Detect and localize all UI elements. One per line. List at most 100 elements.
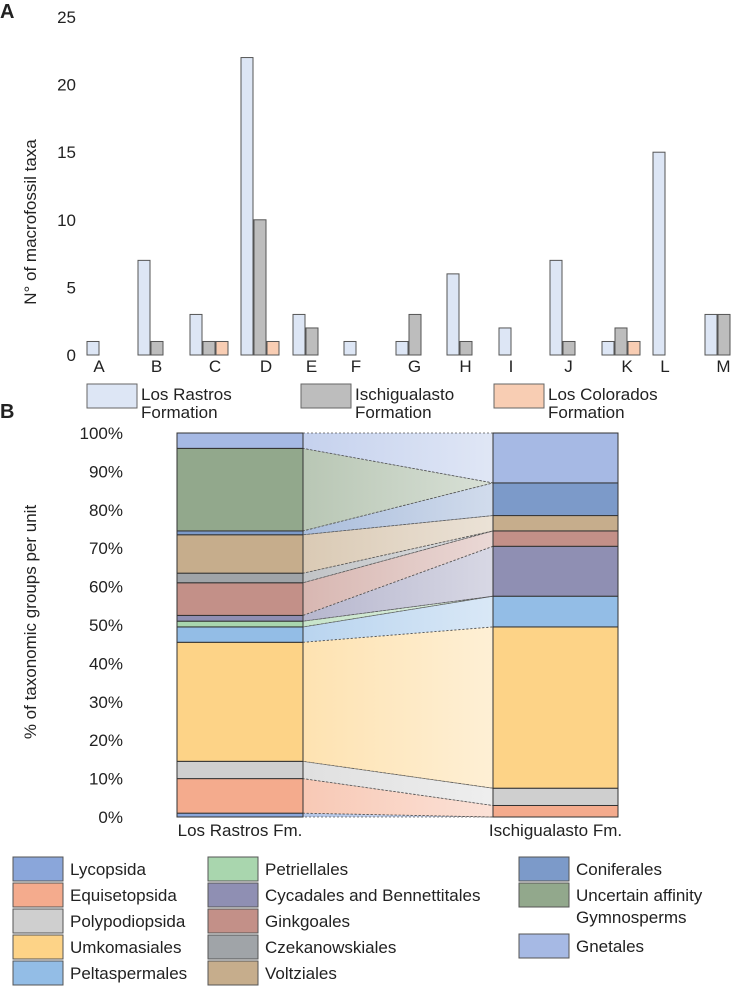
legend-label: Petriellales: [265, 860, 348, 879]
bar-A-los-rastros-formation: [86, 340, 100, 356]
legend-swatch-1: [86, 383, 138, 409]
bar-G-ischigualasto-formation: [408, 313, 422, 356]
panel-a-label: A: [0, 1, 14, 23]
legend-swatch-ginkgoales: [207, 908, 259, 934]
flow-band-gnetales: [302, 432, 494, 484]
panel-a-bar-chart: 0 5 10 15 20 25 A B C D E F G H I J K L M N° of macrofoss…: [21, 8, 731, 422]
segment-los-rastros-umkomasiales: [176, 641, 304, 762]
y-tick-label-b: 0%: [98, 808, 123, 827]
segment-los-rastros-equisetopsida: [176, 778, 304, 814]
legend-label: Voltziales: [265, 964, 337, 983]
bar-E-los-rastros-formation: [292, 313, 306, 356]
y-tick-label-b: 50%: [89, 616, 123, 635]
x-tick-label: M: [716, 357, 730, 376]
bar-M-los-rastros-formation: [704, 313, 718, 356]
legend-swatch-czekanowskiales: [207, 934, 259, 960]
y-tick-label: 0: [67, 346, 76, 365]
segment-los-rastros-cycadales-and-bennettitales: [176, 614, 304, 622]
legend-label: Lycopsida: [70, 860, 146, 879]
legend-swatch-petriellales: [207, 856, 259, 882]
bar-G-los-rastros-formation: [395, 340, 409, 356]
legend-label: Uncertain affinity: [576, 886, 703, 905]
x-tick-label: F: [351, 357, 361, 376]
segment-los-rastros-czekanowskiales: [176, 572, 304, 584]
legend-label-line2: Formation: [355, 403, 432, 422]
y-axis-label: N° of macrofossil taxa: [21, 139, 40, 305]
bar-labels: Los Rastros Fm. Ischigualasto Fm.: [178, 821, 622, 840]
panel-b-stacked-chart: 0% 10% 20% 30% 40% 50% 60% 70% 80% 90% 100% % of t…: [12, 424, 703, 986]
bar-J-los-rastros-formation: [549, 259, 563, 356]
bar-K-los-rastros-formation: [601, 340, 615, 356]
y-tick-label-b: 90%: [89, 462, 123, 481]
bar-label: Los Rastros Fm.: [178, 821, 303, 840]
legend-label-line2: Formation: [548, 403, 625, 422]
legend-label-line1: Los Rastros: [141, 385, 232, 404]
segment-ischigualasto-peltaspermales: [492, 595, 619, 628]
x-tick-label: G: [408, 357, 421, 376]
x-tick-label: J: [564, 357, 573, 376]
segment-ischigualasto-umkomasiales: [492, 626, 619, 789]
bar-label: Ischigualasto Fm.: [489, 821, 622, 840]
bar-L-los-rastros-formation: [652, 151, 666, 356]
segment-los-rastros-petriellales: [176, 620, 304, 628]
flow-band-petriellales: [302, 595, 494, 628]
bar-E-ischigualasto-formation: [305, 327, 319, 356]
y-tick-label-b: 40%: [89, 654, 123, 673]
segment-los-rastros-uncertain-affinity-gymnosperms: [176, 447, 304, 532]
x-tick-label: K: [621, 357, 633, 376]
legend-label: Cycadales and Bennettitales: [265, 886, 480, 905]
segment-ischigualasto-cycadales-and-bennettitales: [492, 545, 619, 597]
bar-D-ischigualasto-formation: [253, 219, 267, 356]
legend-label: Czekanowskiales: [265, 938, 396, 957]
x-tick-label: B: [151, 357, 162, 376]
y-tick-label-b: 60%: [89, 578, 123, 597]
x-tick-label: D: [260, 357, 272, 376]
segment-ischigualasto-ginkgoales: [492, 530, 619, 547]
y-tick-label: 5: [67, 278, 76, 297]
flow-bands: [302, 432, 494, 818]
y-tick-label-b: 30%: [89, 693, 123, 712]
segment-los-rastros-ginkgoales: [176, 582, 304, 616]
legend-label: Coniferales: [576, 860, 662, 879]
segment-ischigualasto-gnetales: [492, 432, 619, 484]
y-axis-label-b: % of taxonomic groups per unit: [21, 505, 40, 740]
segment-los-rastros-polypodiopsida: [176, 760, 304, 780]
legend-swatch-polypodiopsida: [12, 908, 64, 934]
bars: [86, 57, 731, 356]
x-tick-label: I: [509, 357, 514, 376]
segment-ischigualasto-polypodiopsida: [492, 787, 619, 806]
bar-K-ischigualasto-formation: [614, 327, 628, 356]
x-tick-label: L: [660, 357, 669, 376]
bar-B-ischigualasto-formation: [150, 340, 164, 356]
y-axis-ticks: 0 5 10 15 20 25: [57, 8, 76, 365]
panel-b-label: B: [0, 401, 14, 423]
y-tick-label-b: 20%: [89, 731, 123, 750]
segment-ischigualasto-equisetopsida: [492, 804, 619, 818]
y-tick-label-b: 80%: [89, 501, 123, 520]
legend-label: Gnetales: [576, 937, 644, 956]
bar-F-los-rastros-formation: [343, 340, 357, 356]
x-tick-label: C: [209, 357, 221, 376]
y-axis-ticks-b: 0% 10% 20% 30% 40% 50% 60% 70% 80% 90% 100%: [80, 424, 123, 827]
y-tick-label-b: 10%: [89, 770, 123, 789]
legend-swatch-voltziales: [207, 960, 259, 986]
legend-swatch-cycadales-and-bennettitales: [207, 882, 259, 908]
legend-swatch-uncertain-affinity-gymnosperms: [518, 882, 570, 908]
legend-label: Ginkgoales: [265, 912, 350, 931]
segment-los-rastros-peltaspermales: [176, 626, 304, 643]
segment-los-rastros-coniferales: [176, 530, 304, 536]
stacked-bars: [176, 432, 619, 818]
legend-swatch-lycopsida: [12, 856, 64, 882]
segment-los-rastros-lycopsida: [176, 812, 304, 818]
legend-label-line2: Formation: [141, 403, 218, 422]
segment-los-rastros-voltziales: [176, 534, 304, 574]
segment-ischigualasto-voltziales: [492, 515, 619, 532]
y-tick-label: 10: [57, 211, 76, 230]
legend-label-line1: Los Colorados: [548, 385, 658, 404]
legend-label: Equisetopsida: [70, 886, 177, 905]
legend-label: Umkomasiales: [70, 938, 181, 957]
legend-swatch-umkomasiales: [12, 934, 64, 960]
segment-ischigualasto-coniferales: [492, 482, 619, 517]
y-tick-label: 25: [57, 8, 76, 27]
y-tick-label-b: 100%: [80, 424, 123, 443]
